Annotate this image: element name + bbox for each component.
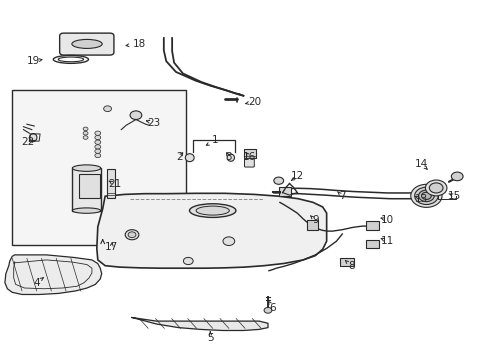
Circle shape xyxy=(183,257,193,265)
Polygon shape xyxy=(132,318,267,330)
Ellipse shape xyxy=(72,40,102,49)
Text: 1: 1 xyxy=(211,135,218,145)
Circle shape xyxy=(414,187,437,204)
Text: 19: 19 xyxy=(26,56,40,66)
Text: 22: 22 xyxy=(21,137,35,147)
Bar xyxy=(365,240,379,248)
Bar xyxy=(12,90,185,245)
Polygon shape xyxy=(97,193,326,268)
Circle shape xyxy=(95,145,101,149)
Circle shape xyxy=(103,106,111,112)
FancyBboxPatch shape xyxy=(60,33,114,55)
Ellipse shape xyxy=(226,154,234,161)
Text: 8: 8 xyxy=(347,261,354,271)
Text: 12: 12 xyxy=(290,171,304,181)
Ellipse shape xyxy=(185,154,194,162)
Text: 17: 17 xyxy=(104,242,118,252)
Bar xyxy=(339,258,353,266)
Text: 4: 4 xyxy=(33,278,40,288)
Circle shape xyxy=(83,136,88,139)
Text: 15: 15 xyxy=(447,191,461,201)
Text: 20: 20 xyxy=(248,96,261,107)
Text: 5: 5 xyxy=(206,333,213,343)
Circle shape xyxy=(95,149,101,153)
Text: 6: 6 xyxy=(269,303,276,313)
Text: 11: 11 xyxy=(380,236,394,246)
Text: 13: 13 xyxy=(414,194,427,204)
Bar xyxy=(106,169,115,198)
Circle shape xyxy=(83,127,88,131)
Circle shape xyxy=(83,131,88,135)
Circle shape xyxy=(425,180,446,196)
Bar xyxy=(72,168,101,211)
Circle shape xyxy=(428,183,442,193)
Circle shape xyxy=(418,190,433,202)
Circle shape xyxy=(95,140,101,144)
Text: 10: 10 xyxy=(381,215,393,225)
Polygon shape xyxy=(5,255,102,294)
Circle shape xyxy=(95,153,101,158)
Bar xyxy=(243,149,255,158)
Ellipse shape xyxy=(72,165,101,171)
Text: 23: 23 xyxy=(147,118,161,128)
Text: 18: 18 xyxy=(132,39,146,49)
Text: 2: 2 xyxy=(176,152,183,162)
Bar xyxy=(278,187,290,196)
Ellipse shape xyxy=(196,206,229,215)
Circle shape xyxy=(95,131,101,135)
Circle shape xyxy=(410,184,441,207)
Circle shape xyxy=(273,177,283,184)
Bar xyxy=(365,221,379,230)
Circle shape xyxy=(95,135,101,140)
Text: 7: 7 xyxy=(338,191,345,201)
Circle shape xyxy=(125,230,139,240)
Circle shape xyxy=(450,172,462,181)
Text: 3: 3 xyxy=(225,152,232,162)
Ellipse shape xyxy=(189,204,236,217)
Text: 9: 9 xyxy=(311,215,318,225)
Circle shape xyxy=(128,232,136,238)
Text: 14: 14 xyxy=(414,159,427,169)
Bar xyxy=(79,174,100,198)
Text: 16: 16 xyxy=(242,152,256,162)
FancyBboxPatch shape xyxy=(244,158,254,167)
Ellipse shape xyxy=(72,208,101,213)
Circle shape xyxy=(130,111,142,120)
Circle shape xyxy=(223,237,234,246)
Ellipse shape xyxy=(29,134,37,141)
Circle shape xyxy=(264,307,271,313)
Circle shape xyxy=(421,192,430,199)
Text: 21: 21 xyxy=(108,179,122,189)
Bar xyxy=(306,220,317,230)
